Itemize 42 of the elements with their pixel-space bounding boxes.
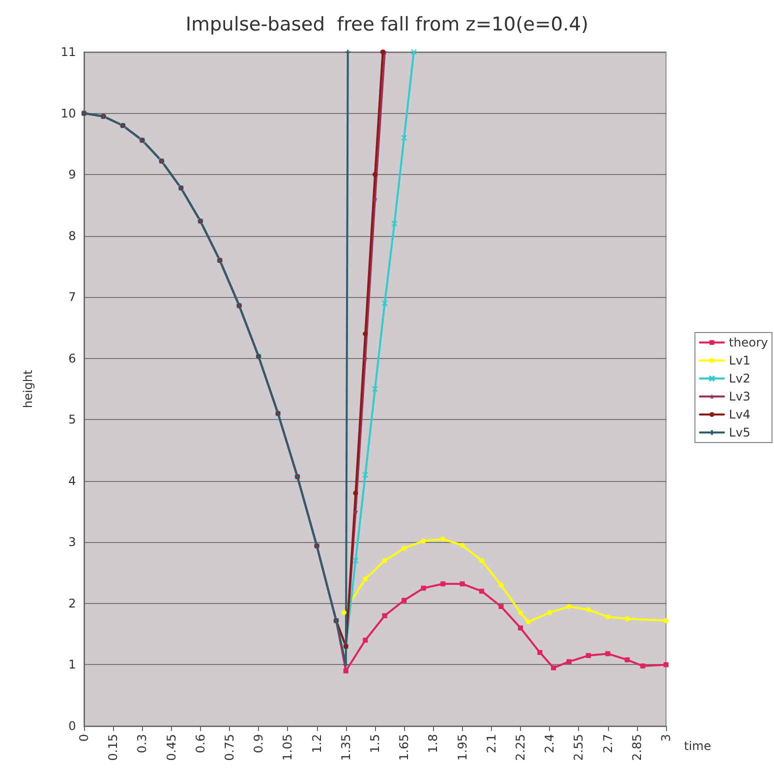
x-tick-label: 1.35 [338, 734, 353, 761]
x-tick-label: 1.5 [368, 734, 382, 754]
x-tick-label: 3 [659, 734, 673, 742]
x-tick-label: 2.7 [600, 734, 615, 754]
x-tick-label: 2.85 [630, 734, 644, 761]
legend-label: Lv1 [728, 354, 750, 368]
y-tick-label: 1 [68, 658, 76, 672]
legend-label: theory [728, 336, 768, 350]
x-tick-label: 1.95 [455, 734, 470, 761]
y-tick-label: 10 [60, 106, 76, 120]
x-tick-label: 0.75 [222, 734, 236, 761]
legend-label: Lv5 [728, 426, 750, 440]
y-tick-label: 8 [68, 228, 76, 243]
x-tick-label: 2.4 [542, 734, 557, 754]
y-tick-label: 0 [68, 719, 76, 733]
x-tick-label: 1.05 [280, 734, 295, 761]
y-tick-label: 4 [68, 474, 76, 488]
y-tick-label: 3 [68, 535, 76, 550]
x-axis-title: time [684, 739, 712, 753]
x-tick-label: 0.6 [193, 734, 208, 754]
x-tick-label: 0.15 [106, 734, 120, 761]
y-tick-label: 9 [68, 168, 76, 182]
x-tick-label: 0.45 [164, 734, 178, 761]
y-tick-label: 6 [68, 351, 76, 366]
y-tick-label: 11 [60, 45, 76, 59]
legend-label: Lv2 [728, 372, 750, 386]
x-tick-label: 1.65 [397, 734, 412, 761]
x-tick-label: 0 [77, 734, 91, 742]
legend-label: Lv3 [728, 390, 750, 404]
x-tick-label: 1.2 [310, 734, 324, 754]
y-tick-label: 5 [68, 412, 76, 427]
x-tick-label: 0.3 [135, 734, 150, 754]
y-tick-label: 2 [68, 596, 76, 610]
chart-title: Impulse-based free fall from z=10(e=0.4) [186, 14, 588, 36]
x-tick-label: 1.8 [426, 734, 440, 754]
x-tick-label: 2.1 [484, 734, 498, 754]
x-tick-label: 2.25 [514, 734, 528, 761]
x-tick-label: 0.9 [252, 734, 266, 754]
y-tick-label: 7 [68, 290, 76, 304]
y-axis-title: height [21, 370, 35, 408]
x-tick-label: 2.55 [572, 734, 586, 761]
legend-label: Lv4 [728, 408, 750, 422]
